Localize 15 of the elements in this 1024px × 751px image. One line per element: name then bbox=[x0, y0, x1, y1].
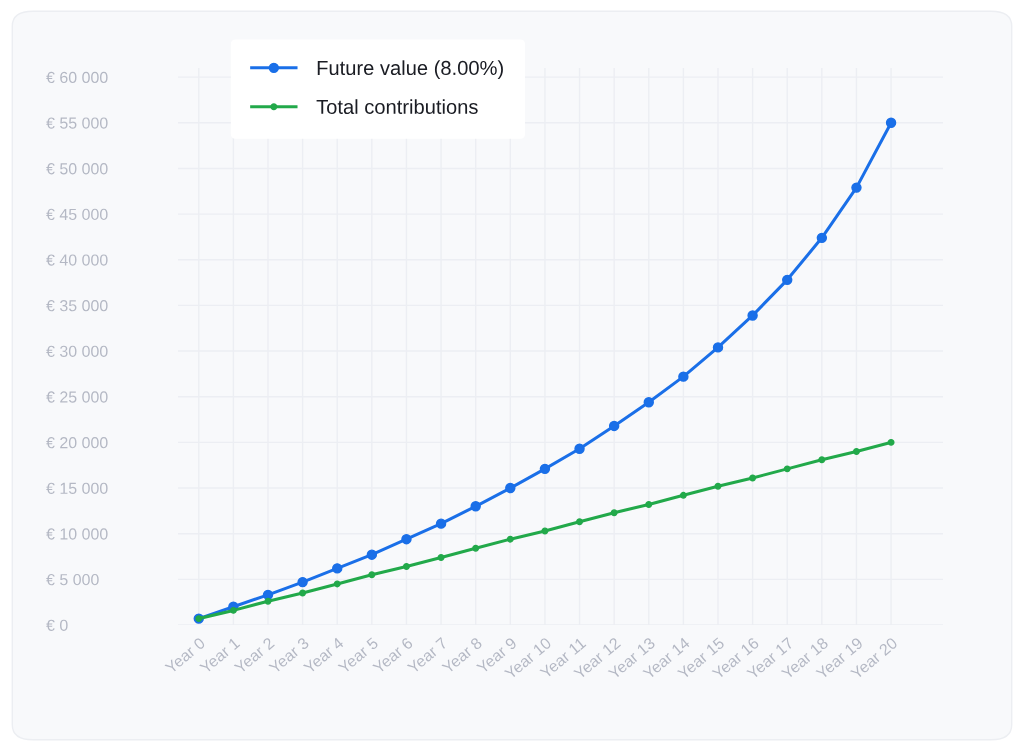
y-tick-label: € 55 000 bbox=[46, 117, 108, 129]
legend-label: Total contributions bbox=[316, 99, 478, 114]
y-tick-label: € 50 000 bbox=[46, 163, 108, 175]
y-tick-label: € 25 000 bbox=[46, 391, 108, 403]
y-tick-label: € 10 000 bbox=[46, 528, 108, 540]
y-tick-label: € 0 bbox=[46, 619, 68, 631]
y-tick-label: € 40 000 bbox=[46, 254, 108, 266]
y-tick-label: € 5 000 bbox=[46, 573, 99, 586]
y-tick-label: € 35 000 bbox=[46, 300, 108, 312]
y-tick-label: € 30 000 bbox=[46, 345, 108, 358]
legend-label: Future value (8.00%) bbox=[317, 60, 503, 80]
y-tick-label: € 60 000 bbox=[46, 71, 108, 84]
y-tick-label: € 15 000 bbox=[46, 482, 108, 494]
y-tick-label: € 45 000 bbox=[46, 208, 108, 221]
y-tick-label: € 20 000 bbox=[46, 437, 108, 449]
